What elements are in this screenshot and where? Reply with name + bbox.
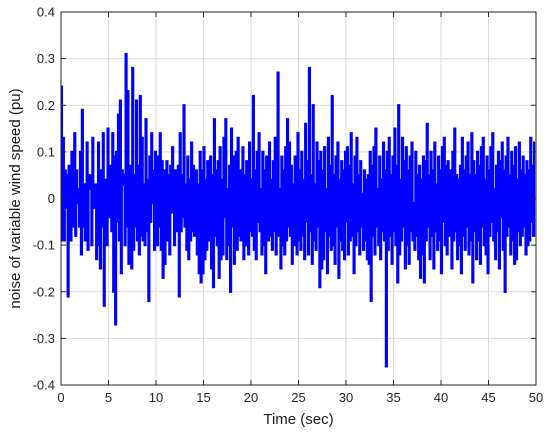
x-tick-label: 50 [529, 390, 543, 405]
y-axis-label: noise of variable wind speed (pu) [7, 88, 24, 308]
x-tick-label: 15 [196, 390, 210, 405]
x-tick-label: 35 [386, 390, 400, 405]
y-tick-labels: 0.4 0.3 0.2 0.1 0 -0.1 -0.2 -0.3 -0.4 [33, 5, 55, 393]
x-axis-label: Time (sec) [263, 411, 333, 428]
x-tick-label: 40 [434, 390, 448, 405]
y-tick-label: -0.3 [33, 331, 55, 346]
noise-series-line [60, 52, 536, 368]
x-tick-labels: 0 5 10 15 20 25 30 35 40 45 50 [57, 390, 543, 405]
x-tick-label: 0 [57, 390, 64, 405]
y-tick-label: 0.4 [37, 5, 55, 20]
y-tick-label: -0.2 [33, 284, 55, 299]
y-tick-label: 0.1 [37, 144, 55, 159]
y-tick-label: 0 [48, 191, 55, 206]
x-tick-label: 45 [481, 390, 495, 405]
y-tick-label: 0.3 [37, 51, 55, 66]
x-tick-label: 30 [339, 390, 353, 405]
y-tick-label: -0.1 [33, 238, 55, 253]
series-group [60, 52, 536, 368]
x-tick-label: 5 [105, 390, 112, 405]
y-tick-label: 0.2 [37, 98, 55, 113]
x-tick-label: 25 [291, 390, 305, 405]
x-tick-label: 20 [244, 390, 258, 405]
tick-marks [60, 11, 537, 386]
y-tick-label: -0.4 [33, 378, 55, 393]
x-tick-label: 10 [149, 390, 163, 405]
